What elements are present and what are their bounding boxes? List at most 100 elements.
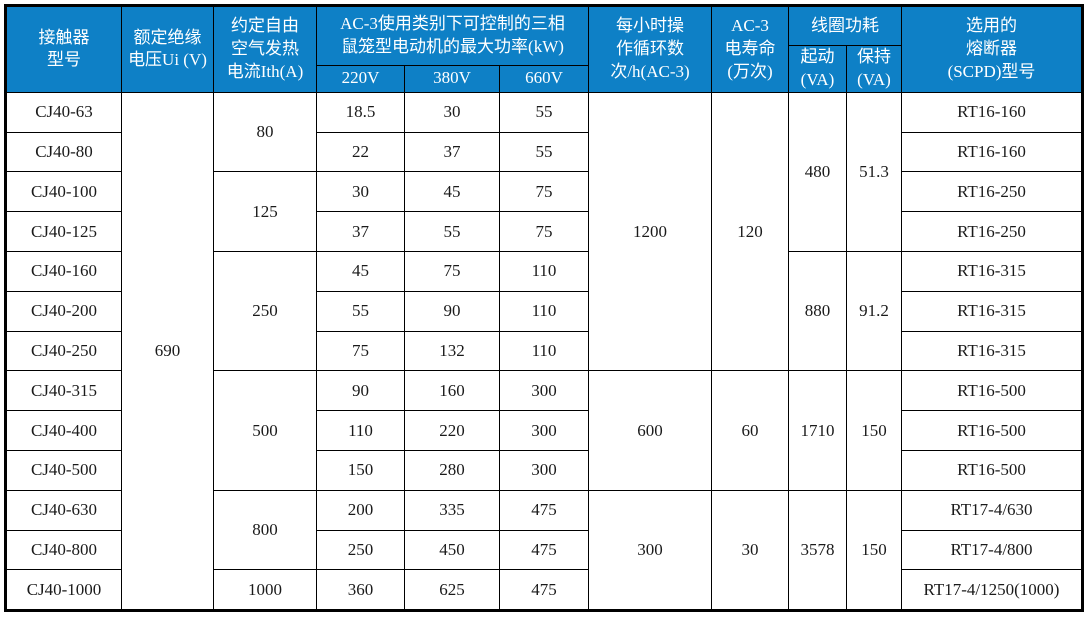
thermal-current-cell: 125 xyxy=(213,171,317,253)
electrical-life-cell: 60 xyxy=(711,370,789,491)
power-380-cell: 37 xyxy=(404,131,500,173)
table-row: CJ40-80 22 37 55 RT16-160 xyxy=(5,131,1083,173)
fuse-cell: RT16-160 xyxy=(901,131,1083,173)
thermal-current-cell: 1000 xyxy=(213,569,317,612)
fuse-cell: RT16-250 xyxy=(901,171,1083,213)
header-thermal-current: 约定自由 空气发热 电流Ith(A) xyxy=(213,5,317,93)
power-380-cell: 625 xyxy=(404,569,500,612)
model-cell: CJ40-160 xyxy=(5,251,122,292)
power-380-cell: 30 xyxy=(404,91,500,133)
operating-cycles-cell: 1200 xyxy=(588,91,712,372)
model-cell: CJ40-315 xyxy=(5,370,122,412)
fuse-cell: RT16-250 xyxy=(901,211,1083,253)
fuse-cell: RT17-4/800 xyxy=(901,529,1083,571)
power-380-cell: 160 xyxy=(404,370,500,412)
table-row: CJ40-500 150 280 300 RT16-500 xyxy=(5,450,1083,491)
header-220v: 220V xyxy=(316,64,405,93)
power-220-cell: 150 xyxy=(316,450,405,491)
power-660-cell: 110 xyxy=(499,290,589,332)
operating-cycles-cell: 600 xyxy=(588,370,712,491)
table-row: CJ40-250 75 132 110 RT16-315 xyxy=(5,330,1083,372)
model-cell: CJ40-800 xyxy=(5,529,122,571)
power-220-cell: 90 xyxy=(316,370,405,412)
coil-hold-cell: 91.2 xyxy=(846,251,902,372)
header-coil-start: 起动 (VA) xyxy=(788,45,847,93)
fuse-cell: RT16-500 xyxy=(901,410,1083,452)
electrical-life-cell: 30 xyxy=(711,489,789,612)
fuse-cell: RT16-315 xyxy=(901,330,1083,372)
model-cell: CJ40-125 xyxy=(5,211,122,253)
model-cell: CJ40-80 xyxy=(5,131,122,173)
model-cell: CJ40-200 xyxy=(5,290,122,332)
fuse-cell: RT16-160 xyxy=(901,91,1083,133)
power-660-cell: 300 xyxy=(499,370,589,412)
fuse-cell: RT16-315 xyxy=(901,290,1083,332)
model-cell: CJ40-250 xyxy=(5,330,122,372)
coil-hold-cell: 51.3 xyxy=(846,91,902,253)
power-660-cell: 300 xyxy=(499,410,589,452)
header-coil-hold: 保持 (VA) xyxy=(846,45,902,93)
model-cell: CJ40-500 xyxy=(5,450,122,491)
table-row: CJ40-100 125 30 45 75 RT16-250 xyxy=(5,171,1083,253)
coil-start-cell: 480 xyxy=(788,91,847,253)
table-row: CJ40-125 37 55 75 RT16-250 xyxy=(5,211,1083,253)
fuse-cell: RT16-500 xyxy=(901,450,1083,491)
table-row: CJ40-400 110 220 300 RT16-500 xyxy=(5,410,1083,452)
power-220-cell: 75 xyxy=(316,330,405,372)
power-220-cell: 18.5 xyxy=(316,91,405,133)
power-220-cell: 30 xyxy=(316,171,405,213)
fuse-cell: RT16-500 xyxy=(901,370,1083,412)
power-380-cell: 450 xyxy=(404,529,500,571)
power-220-cell: 110 xyxy=(316,410,405,452)
power-220-cell: 200 xyxy=(316,489,405,531)
electrical-life-cell: 120 xyxy=(711,91,789,372)
power-660-cell: 475 xyxy=(499,529,589,571)
header-380v: 380V xyxy=(404,64,500,93)
power-220-cell: 37 xyxy=(316,211,405,253)
power-660-cell: 110 xyxy=(499,251,589,292)
power-660-cell: 475 xyxy=(499,489,589,531)
header-row-voltages: 220V 380V 660V xyxy=(6,64,1083,93)
power-380-cell: 335 xyxy=(404,489,500,531)
power-220-cell: 250 xyxy=(316,529,405,571)
power-660-cell: 55 xyxy=(499,91,589,133)
table-row: CJ40-315 500 90 160 300 600 60 1710 150 … xyxy=(5,370,1083,491)
insulation-voltage-cell: 690 xyxy=(121,91,214,612)
model-cell: CJ40-63 xyxy=(5,91,122,133)
coil-start-cell: 3578 xyxy=(788,489,847,612)
fuse-cell: RT17-4/1250(1000) xyxy=(901,569,1083,612)
operating-cycles-cell: 300 xyxy=(588,489,712,612)
header-row-middle: 起动 (VA) 保持 (VA) xyxy=(6,45,1083,93)
header-electrical-life: AC-3 电寿命 (万次) xyxy=(711,5,789,93)
model-cell: CJ40-1000 xyxy=(5,569,122,612)
header-row-top: 接触器 型号 额定绝缘 电压Ui (V) 约定自由 空气发热 电流Ith(A) … xyxy=(5,5,1083,93)
coil-hold-cell: 150 xyxy=(846,489,902,612)
power-660-cell: 475 xyxy=(499,569,589,612)
table-row: CJ40-800 250 450 475 RT17-4/800 xyxy=(5,529,1083,571)
power-380-cell: 132 xyxy=(404,330,500,372)
model-cell: CJ40-400 xyxy=(5,410,122,452)
table-header: 接触器 型号 额定绝缘 电压Ui (V) 约定自由 空气发热 电流Ith(A) … xyxy=(5,5,1083,93)
power-220-cell: 360 xyxy=(316,569,405,612)
power-220-cell: 22 xyxy=(316,131,405,173)
thermal-current-cell: 250 xyxy=(213,251,317,372)
fuse-cell: RT16-315 xyxy=(901,251,1083,292)
power-660-cell: 55 xyxy=(499,131,589,173)
coil-start-cell: 1710 xyxy=(788,370,847,491)
power-380-cell: 280 xyxy=(404,450,500,491)
header-power-group: AC-3使用类别下可控制的三相 鼠笼型电动机的最大功率(kW) xyxy=(316,5,589,66)
header-660v: 660V xyxy=(499,64,589,93)
header-coil-power-group: 线圈功耗 xyxy=(788,5,902,46)
power-380-cell: 90 xyxy=(404,290,500,332)
power-380-cell: 55 xyxy=(404,211,500,253)
power-660-cell: 75 xyxy=(499,211,589,253)
power-220-cell: 55 xyxy=(316,290,405,332)
table-body: CJ40-63 690 80 18.5 30 55 1200 120 480 5… xyxy=(5,91,1083,612)
power-660-cell: 75 xyxy=(499,171,589,213)
power-380-cell: 45 xyxy=(404,171,500,213)
header-operating-cycles: 每小时操 作循环数 次/h(AC-3) xyxy=(588,5,712,93)
coil-start-cell: 880 xyxy=(788,251,847,372)
model-cell: CJ40-100 xyxy=(5,171,122,213)
coil-hold-cell: 150 xyxy=(846,370,902,491)
thermal-current-cell: 800 xyxy=(213,489,317,571)
